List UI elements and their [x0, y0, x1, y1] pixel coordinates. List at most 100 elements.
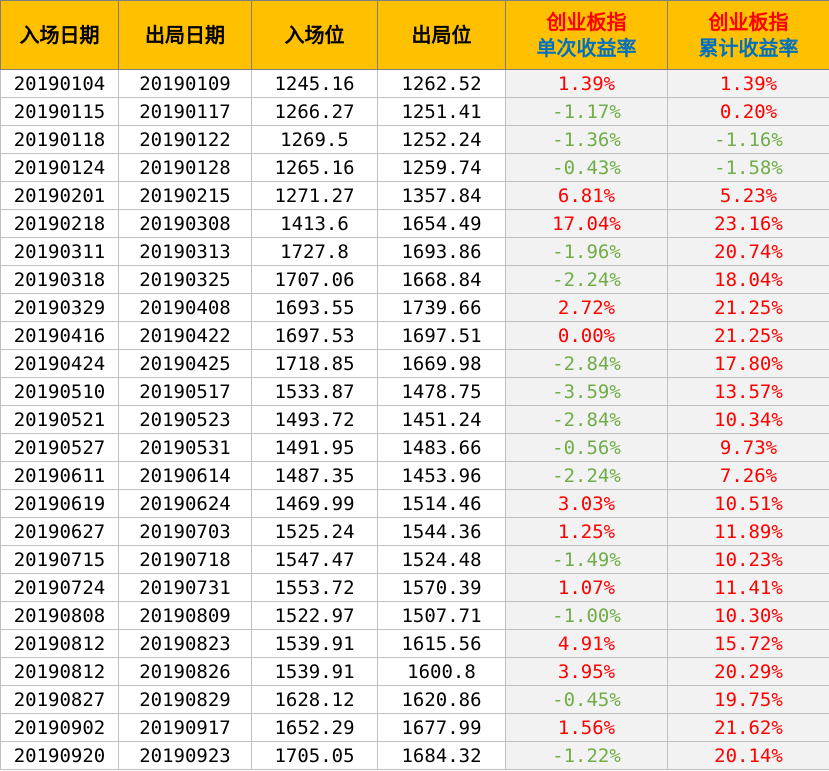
cell-exit-price[interactable]: 1669.98 [377, 349, 506, 378]
cell-single-return[interactable]: -0.56% [505, 433, 668, 462]
cell-single-return[interactable]: 17.04% [505, 209, 668, 238]
cell-entry-date[interactable]: 20190715 [0, 545, 119, 574]
cell-entry-price[interactable]: 1413.6 [251, 209, 378, 238]
cell-entry-price[interactable]: 1727.8 [251, 237, 378, 266]
cell-exit-price[interactable]: 1262.52 [377, 69, 506, 98]
cell-cumulative-return[interactable]: 21.62% [667, 713, 829, 742]
cell-single-return[interactable]: 0.00% [505, 321, 668, 350]
cell-exit-date[interactable]: 20190325 [118, 265, 252, 294]
cell-entry-date[interactable]: 20190521 [0, 405, 119, 434]
header-entry-price[interactable]: 入场位 [251, 0, 378, 70]
cell-single-return[interactable]: 2.72% [505, 293, 668, 322]
cell-cumulative-return[interactable]: 17.80% [667, 349, 829, 378]
cell-cumulative-return[interactable]: 10.23% [667, 545, 829, 574]
cell-exit-price[interactable]: 1544.36 [377, 517, 506, 546]
cell-entry-date[interactable]: 20190812 [0, 657, 119, 686]
cell-entry-date[interactable]: 20190104 [0, 69, 119, 98]
cell-cumulative-return[interactable]: 20.29% [667, 657, 829, 686]
cell-exit-date[interactable]: 20190531 [118, 433, 252, 462]
cell-exit-date[interactable]: 20190703 [118, 517, 252, 546]
cell-entry-date[interactable]: 20190318 [0, 265, 119, 294]
cell-entry-price[interactable]: 1693.55 [251, 293, 378, 322]
cell-exit-date[interactable]: 20190523 [118, 405, 252, 434]
cell-entry-date[interactable]: 20190424 [0, 349, 119, 378]
cell-exit-date[interactable]: 20190823 [118, 629, 252, 658]
cell-entry-date[interactable]: 20190124 [0, 153, 119, 182]
cell-exit-date[interactable]: 20190624 [118, 489, 252, 518]
cell-exit-date[interactable]: 20190313 [118, 237, 252, 266]
cell-exit-date[interactable]: 20190422 [118, 321, 252, 350]
cell-entry-date[interactable]: 20190619 [0, 489, 119, 518]
cell-cumulative-return[interactable]: 5.23% [667, 181, 829, 210]
cell-entry-date[interactable]: 20190827 [0, 685, 119, 714]
cell-exit-date[interactable]: 20190122 [118, 125, 252, 154]
cell-entry-price[interactable]: 1652.29 [251, 713, 378, 742]
cell-exit-date[interactable]: 20190731 [118, 573, 252, 602]
cell-exit-price[interactable]: 1453.96 [377, 461, 506, 490]
cell-entry-price[interactable]: 1707.06 [251, 265, 378, 294]
cell-entry-price[interactable]: 1628.12 [251, 685, 378, 714]
cell-entry-price[interactable]: 1525.24 [251, 517, 378, 546]
cell-entry-date[interactable]: 20190902 [0, 713, 119, 742]
cell-entry-date[interactable]: 20190527 [0, 433, 119, 462]
header-exit-date[interactable]: 出局日期 [118, 0, 252, 70]
cell-exit-price[interactable]: 1615.56 [377, 629, 506, 658]
cell-entry-price[interactable]: 1265.16 [251, 153, 378, 182]
cell-exit-price[interactable]: 1252.24 [377, 125, 506, 154]
cell-entry-price[interactable]: 1539.91 [251, 657, 378, 686]
cell-single-return[interactable]: -0.43% [505, 153, 668, 182]
cell-entry-price[interactable]: 1266.27 [251, 97, 378, 126]
cell-exit-date[interactable]: 20190308 [118, 209, 252, 238]
cell-single-return[interactable]: 3.03% [505, 489, 668, 518]
cell-cumulative-return[interactable]: 7.26% [667, 461, 829, 490]
cell-exit-price[interactable]: 1251.41 [377, 97, 506, 126]
cell-entry-date[interactable]: 20190920 [0, 741, 119, 770]
cell-exit-date[interactable]: 20190215 [118, 181, 252, 210]
cell-single-return[interactable]: 4.91% [505, 629, 668, 658]
cell-exit-date[interactable]: 20190809 [118, 601, 252, 630]
cell-cumulative-return[interactable]: 20.74% [667, 237, 829, 266]
cell-entry-price[interactable]: 1539.91 [251, 629, 378, 658]
cell-cumulative-return[interactable]: 1.39% [667, 69, 829, 98]
cell-entry-price[interactable]: 1245.16 [251, 69, 378, 98]
cell-entry-date[interactable]: 20190329 [0, 293, 119, 322]
cell-cumulative-return[interactable]: 0.20% [667, 97, 829, 126]
cell-single-return[interactable]: -0.45% [505, 685, 668, 714]
cell-single-return[interactable]: 6.81% [505, 181, 668, 210]
cell-cumulative-return[interactable]: 21.25% [667, 321, 829, 350]
cell-exit-date[interactable]: 20190614 [118, 461, 252, 490]
cell-exit-price[interactable]: 1693.86 [377, 237, 506, 266]
cell-exit-date[interactable]: 20190117 [118, 97, 252, 126]
cell-entry-price[interactable]: 1697.53 [251, 321, 378, 350]
cell-entry-date[interactable]: 20190510 [0, 377, 119, 406]
cell-single-return[interactable]: 3.95% [505, 657, 668, 686]
cell-entry-date[interactable]: 20190201 [0, 181, 119, 210]
cell-cumulative-return[interactable]: -1.16% [667, 125, 829, 154]
cell-exit-price[interactable]: 1600.8 [377, 657, 506, 686]
cell-single-return[interactable]: -1.49% [505, 545, 668, 574]
cell-entry-price[interactable]: 1533.87 [251, 377, 378, 406]
cell-single-return[interactable]: 1.25% [505, 517, 668, 546]
cell-cumulative-return[interactable]: 10.34% [667, 405, 829, 434]
cell-exit-price[interactable]: 1697.51 [377, 321, 506, 350]
cell-exit-date[interactable]: 20190829 [118, 685, 252, 714]
cell-exit-price[interactable]: 1570.39 [377, 573, 506, 602]
cell-entry-price[interactable]: 1271.27 [251, 181, 378, 210]
cell-single-return[interactable]: 1.56% [505, 713, 668, 742]
cell-cumulative-return[interactable]: -1.58% [667, 153, 829, 182]
cell-single-return[interactable]: 1.39% [505, 69, 668, 98]
cell-single-return[interactable]: -1.96% [505, 237, 668, 266]
cell-cumulative-return[interactable]: 9.73% [667, 433, 829, 462]
cell-entry-date[interactable]: 20190808 [0, 601, 119, 630]
cell-exit-price[interactable]: 1451.24 [377, 405, 506, 434]
cell-entry-price[interactable]: 1522.97 [251, 601, 378, 630]
cell-exit-price[interactable]: 1684.32 [377, 741, 506, 770]
header-exit-price[interactable]: 出局位 [377, 0, 506, 70]
cell-exit-price[interactable]: 1483.66 [377, 433, 506, 462]
cell-single-return[interactable]: -1.00% [505, 601, 668, 630]
cell-exit-price[interactable]: 1514.46 [377, 489, 506, 518]
cell-single-return[interactable]: -3.59% [505, 377, 668, 406]
cell-exit-date[interactable]: 20190128 [118, 153, 252, 182]
cell-single-return[interactable]: -1.22% [505, 741, 668, 770]
cell-exit-price[interactable]: 1357.84 [377, 181, 506, 210]
